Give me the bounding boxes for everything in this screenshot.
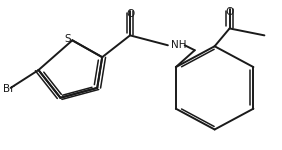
Text: Br: Br — [3, 84, 15, 94]
Text: S: S — [65, 34, 71, 44]
Text: O: O — [126, 9, 134, 19]
Text: NH: NH — [171, 40, 186, 50]
Text: O: O — [225, 7, 234, 17]
